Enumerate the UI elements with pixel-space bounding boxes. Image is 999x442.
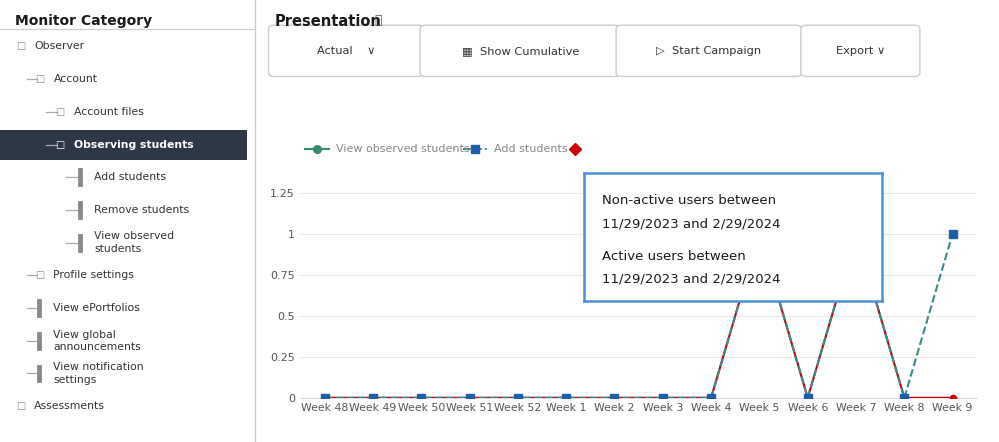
Text: Add students: Add students bbox=[94, 172, 166, 182]
Text: □: □ bbox=[16, 42, 25, 51]
Text: ⓘ: ⓘ bbox=[375, 14, 382, 27]
Text: View notification
settings: View notification settings bbox=[54, 362, 144, 385]
FancyBboxPatch shape bbox=[421, 25, 620, 76]
Text: Actual    ∨: Actual ∨ bbox=[318, 46, 376, 56]
FancyBboxPatch shape bbox=[801, 25, 920, 76]
Text: Active users between: Active users between bbox=[602, 250, 746, 263]
Text: View ePortfolios: View ePortfolios bbox=[54, 303, 141, 313]
Text: Presentation: Presentation bbox=[275, 14, 382, 29]
Text: Observer: Observer bbox=[34, 42, 85, 51]
Text: Account: Account bbox=[54, 74, 98, 84]
Text: Add students: Add students bbox=[494, 144, 567, 154]
Text: View global
announcements: View global announcements bbox=[54, 330, 141, 352]
Text: 11/29/2023 and 2/29/2024: 11/29/2023 and 2/29/2024 bbox=[602, 217, 781, 231]
Text: Account files: Account files bbox=[74, 107, 144, 117]
Text: ▦  Show Cumulative: ▦ Show Cumulative bbox=[462, 46, 579, 56]
Text: ▷  Start Campaign: ▷ Start Campaign bbox=[656, 46, 761, 56]
FancyBboxPatch shape bbox=[0, 130, 247, 160]
Text: □: □ bbox=[35, 271, 44, 280]
Text: Export ∨: Export ∨ bbox=[836, 46, 885, 56]
Text: Observing students: Observing students bbox=[74, 140, 194, 149]
Text: View observed
students: View observed students bbox=[94, 232, 175, 254]
Text: Assessments: Assessments bbox=[34, 401, 105, 411]
Text: View observed students: View observed students bbox=[336, 144, 470, 154]
FancyBboxPatch shape bbox=[616, 25, 801, 76]
Text: □: □ bbox=[55, 107, 65, 117]
Text: □: □ bbox=[35, 74, 44, 84]
Text: □: □ bbox=[16, 401, 25, 411]
Text: 11/29/2023 and 2/29/2024: 11/29/2023 and 2/29/2024 bbox=[602, 273, 781, 286]
Text: Remove students: Remove students bbox=[94, 205, 190, 215]
Text: Monitor Category: Monitor Category bbox=[15, 14, 153, 28]
FancyBboxPatch shape bbox=[269, 25, 425, 76]
Text: Profile settings: Profile settings bbox=[54, 271, 135, 280]
Text: Non-active users between: Non-active users between bbox=[602, 194, 776, 207]
Text: □: □ bbox=[55, 140, 65, 149]
